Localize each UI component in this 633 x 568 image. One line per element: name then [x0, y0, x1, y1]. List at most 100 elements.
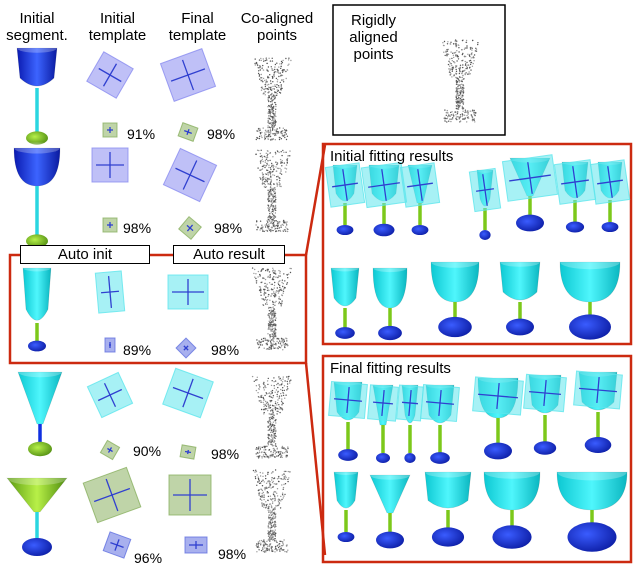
row1-seg-cup [16, 47, 58, 87]
fin-r2-3-rim [484, 465, 540, 479]
init-r2-0-rim [331, 264, 359, 272]
row5-final-pct: 98% [218, 546, 247, 562]
fin-r1-tpl-4 [472, 376, 524, 416]
row1-seg-base [26, 131, 48, 145]
row4-final-tpl [162, 367, 214, 419]
header-initial-segment: Initial segment. [6, 10, 68, 44]
row3-final-pct: 98% [211, 342, 240, 358]
row4-seg-rim [18, 366, 62, 378]
row1-final-tpl [159, 48, 217, 102]
row4-seg-cup [17, 371, 63, 425]
fin-r2-0-base [337, 531, 355, 543]
fin-r2-4-rim [557, 463, 627, 481]
fin-r1-tpl-5 [523, 373, 567, 413]
row1-final-pct: 98% [207, 126, 236, 142]
rigid-label: Rigidly aligned points [349, 12, 398, 63]
row3-init-base [104, 337, 116, 353]
init-r2-2-base [438, 316, 472, 338]
fin-r1-tpl-1 [367, 384, 399, 422]
init-r2-4-cup [559, 261, 621, 303]
rigid-box [332, 4, 506, 136]
row4-init-pct: 90% [133, 443, 162, 459]
row3-init-pct: 89% [123, 342, 152, 358]
fin-r2-0-rim [334, 469, 358, 475]
init-r2-3-base [506, 318, 534, 336]
init-r2-1-base [378, 325, 402, 341]
fin-r2-3-cup [483, 471, 541, 511]
fin-r1-4-base [484, 442, 512, 460]
row1-seg-rim [17, 43, 57, 53]
row5-final-base [184, 536, 208, 554]
row3-points [251, 267, 292, 351]
fin-r1-5-base [533, 441, 557, 455]
fin-r2-1-cup [369, 474, 411, 514]
init-r1-tpl-5 [553, 159, 597, 205]
init-r2-2-cup [430, 261, 480, 303]
init-r1-1-base [373, 223, 395, 237]
row2-seg-rim [14, 142, 60, 154]
row2-points [255, 149, 291, 233]
row2-init-base [102, 217, 118, 233]
auto-result-label: Auto result [173, 245, 285, 264]
init-r1-tpl-2 [399, 162, 441, 208]
init-r1-tpl-4 [501, 154, 559, 202]
fin-r1-tpl-0 [328, 380, 368, 420]
row4-final-pct: 98% [211, 446, 240, 462]
fin-r2-3-base [492, 525, 532, 549]
row1-points [254, 57, 292, 141]
fin-r2-2-rim [425, 466, 471, 478]
row4-seg-base [28, 441, 52, 457]
auto-init-label: Auto init [20, 245, 150, 264]
final-fitting-label: Final fitting results [330, 360, 451, 377]
fin-r2-0-cup [333, 471, 359, 509]
row5-init-pct: 96% [134, 550, 163, 566]
row3-seg-rim [23, 264, 51, 272]
row5-init-tpl [82, 466, 142, 524]
row4-final-base [179, 444, 197, 460]
init-r2-0-cup [330, 267, 360, 307]
header-final-template: Final template [168, 10, 227, 44]
row1-final-base [177, 122, 199, 142]
auto-row-frame [8, 253, 308, 365]
fin-r1-6-base [584, 437, 612, 453]
header-initial-template: Initial template [88, 10, 147, 44]
row3-init-tpl [94, 270, 126, 314]
row2-init-tpl [91, 147, 129, 183]
init-r1-tpl-3 [468, 167, 502, 213]
fin-r1-3-base [430, 452, 450, 464]
row2-final-tpl [162, 147, 218, 203]
row5-points [252, 469, 291, 553]
row5-seg-rim [7, 470, 67, 486]
init-r2-4-rim [560, 254, 620, 270]
initial-fitting-label: Initial fitting results [330, 148, 454, 165]
row4-init-base [99, 439, 121, 461]
init-r1-tpl-1 [360, 161, 408, 209]
init-r1-tpl-6 [589, 159, 631, 205]
header-coaligned-points: Co-aligned points [240, 10, 314, 44]
fin-r1-tpl-3 [420, 383, 460, 423]
row5-init-base [102, 531, 132, 559]
init-r1-2-base [411, 224, 429, 236]
fin-r2-4-base [567, 522, 617, 552]
row4-points [251, 375, 292, 459]
row3-final-base [175, 337, 197, 359]
row5-seg-base [22, 538, 52, 556]
row3-final-tpl [167, 274, 209, 310]
final-results-frame [321, 354, 633, 564]
fin-r1-tpl-6 [573, 370, 623, 410]
init-r1-6-base [601, 221, 619, 233]
row3-seg-base [28, 340, 46, 352]
fin-r2-2-cup [424, 471, 472, 509]
init-r2-3-cup [499, 261, 541, 301]
fin-r1-tpl-2 [396, 384, 424, 422]
fin-r1-1-base [376, 453, 390, 463]
row2-seg-base [26, 234, 48, 248]
row5-final-tpl [168, 474, 212, 516]
fin-r1-2-base [404, 453, 416, 463]
row1-init-base [102, 122, 118, 138]
fin-r2-1-rim [370, 470, 410, 480]
row2-final-base [178, 216, 202, 240]
init-r2-2-rim [431, 256, 479, 268]
init-r1-tpl-0 [324, 162, 366, 208]
